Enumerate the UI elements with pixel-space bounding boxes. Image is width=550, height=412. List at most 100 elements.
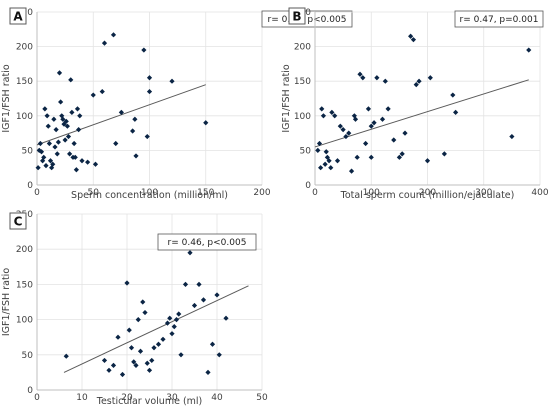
panel-c-data-point xyxy=(110,362,117,368)
panel-c-data-point xyxy=(140,299,146,305)
panel-b-data-point xyxy=(382,78,388,84)
panel-a-data-point xyxy=(71,140,77,147)
panel-c-x-tick-label: 10 xyxy=(76,393,88,403)
panel-a-data-point xyxy=(56,70,63,76)
panel-a-data-point xyxy=(67,151,73,157)
panel-a-data-point xyxy=(92,161,99,167)
panel-b-data-point xyxy=(368,123,374,129)
panel-b-data-point xyxy=(374,75,380,81)
panel-b-data-point xyxy=(318,165,324,171)
panel-b-data-point xyxy=(413,82,419,88)
panel-c-data-point xyxy=(115,334,121,340)
panel-c-data-point xyxy=(101,357,108,364)
panel-b-data-point xyxy=(346,130,352,136)
panel-b-data-point xyxy=(348,168,355,174)
panel-b-data-point xyxy=(354,154,360,160)
panel-a-data-point xyxy=(38,149,45,155)
panel-a-data-point xyxy=(60,116,66,122)
panel-b-data-point xyxy=(399,151,405,157)
panel-a-data-point xyxy=(53,127,59,133)
panel-c-chart: 05010015020025001020304050Testicular vol… xyxy=(1,210,268,407)
panel-b-y-tick-label: 100 xyxy=(294,112,311,122)
panel-c-data-point xyxy=(223,315,229,321)
panel-a-data-point xyxy=(146,75,153,81)
panel-b-data-point xyxy=(365,106,372,112)
panel-c-y-tick-label: 200 xyxy=(16,245,33,255)
panel-c-x-tick-label: 30 xyxy=(166,393,178,403)
panel-a-data-point xyxy=(47,158,54,164)
panel-c-data-point xyxy=(178,352,184,358)
panel-b-x-axis-title: Total sperm count (million/ejaculate) xyxy=(340,190,515,201)
panel-b-data-point xyxy=(326,158,332,164)
panel-c-data-point xyxy=(133,362,139,368)
panel-a-data-point xyxy=(90,92,96,98)
panel-a-data-point xyxy=(118,109,124,115)
panel-c-data-point xyxy=(142,309,148,316)
panel-a-data-point xyxy=(99,88,105,95)
panel-b-data-point xyxy=(352,116,359,122)
panel-c-letter-box xyxy=(9,212,27,230)
panel-c-y-axis-title: IGF1/FSH ratio xyxy=(1,268,12,336)
panel-b-data-point xyxy=(385,106,391,112)
panel-b-chart: 0501001502002500100200300400Total sperm … xyxy=(281,7,549,201)
panel-b-data-point xyxy=(396,154,402,160)
panel-a-data-point xyxy=(85,159,91,165)
panel-a-x-axis-title: Sperm concentration (million/ml) xyxy=(71,190,228,201)
panel-a-data-point xyxy=(77,113,83,119)
panel-c-x-axis-title: Testicular volume (ml) xyxy=(96,396,203,407)
panel-c-y-tick-label: 50 xyxy=(22,351,34,361)
panel-a-y-axis-title: IGF1/FSH ratio xyxy=(1,64,12,132)
panel-b-data-point xyxy=(391,137,397,143)
panel-a-x-tick-label: 0 xyxy=(34,188,40,198)
panel-b-y-tick-label: 150 xyxy=(294,77,311,87)
panel-c-x-tick-label: 40 xyxy=(211,393,223,403)
panel-a-data-point xyxy=(54,151,60,157)
panel-c-data-point xyxy=(131,359,137,365)
panel-a-data-point xyxy=(68,77,74,83)
panel-a-y-tick-label: 0 xyxy=(27,181,33,191)
panel-b-x-tick-label: 400 xyxy=(531,188,548,198)
panel-b-data-point xyxy=(329,109,335,115)
panel-b-data-point xyxy=(334,158,341,164)
panel-b-stat-label: r= 0.47, p=0.001 xyxy=(460,15,539,25)
panel-a-data-point xyxy=(35,165,41,171)
panel-b-data-point xyxy=(408,33,414,39)
panel-c-data-point xyxy=(205,369,211,375)
panel-c-x-tick-label: 0 xyxy=(34,393,40,403)
panel-a-data-point xyxy=(130,128,136,134)
panel-a-y-tick-label: 200 xyxy=(16,43,33,53)
panel-a-data-point xyxy=(46,140,52,147)
panel-c-data-point xyxy=(216,352,222,358)
panel-b-data-point xyxy=(357,71,363,77)
panel-c-x-tick-label: 50 xyxy=(256,393,268,403)
panel-b-y-tick-label: 0 xyxy=(305,181,311,191)
panel-a-data-point xyxy=(133,153,139,159)
panel-c-data-point xyxy=(160,336,166,342)
panel-b-data-point xyxy=(316,140,323,147)
panel-c-data-point xyxy=(191,302,198,309)
panel-a-data-point xyxy=(64,123,70,129)
panel-a-x-tick-label: 150 xyxy=(197,188,214,198)
panel-b-x-tick-label: 100 xyxy=(363,188,380,198)
panel-b-letter-box xyxy=(288,7,306,25)
panel-a-x-tick-label: 200 xyxy=(253,188,270,198)
panel-b-data-point xyxy=(453,109,459,115)
panel-a-data-point xyxy=(79,158,85,164)
panel-b-letter: B xyxy=(292,10,301,24)
panel-a-data-point xyxy=(132,116,138,122)
panel-a-data-point xyxy=(113,140,119,147)
panel-c-data-point xyxy=(209,341,216,347)
panel-b-x-tick-label: 300 xyxy=(475,188,492,198)
panel-c-data-point xyxy=(149,357,155,364)
panel-b-data-point xyxy=(343,133,349,140)
panel-b-data-point xyxy=(328,165,334,171)
panel-a-data-point xyxy=(65,133,72,140)
panel-c-trendline xyxy=(63,285,249,373)
panel-a-data-point xyxy=(141,47,147,53)
panel-c-stat-box xyxy=(157,233,257,251)
panel-a-data-point xyxy=(62,137,68,143)
panel-b-data-point xyxy=(424,158,431,164)
panel-b-data-point xyxy=(368,154,374,160)
panel-b-data-point xyxy=(509,133,515,140)
